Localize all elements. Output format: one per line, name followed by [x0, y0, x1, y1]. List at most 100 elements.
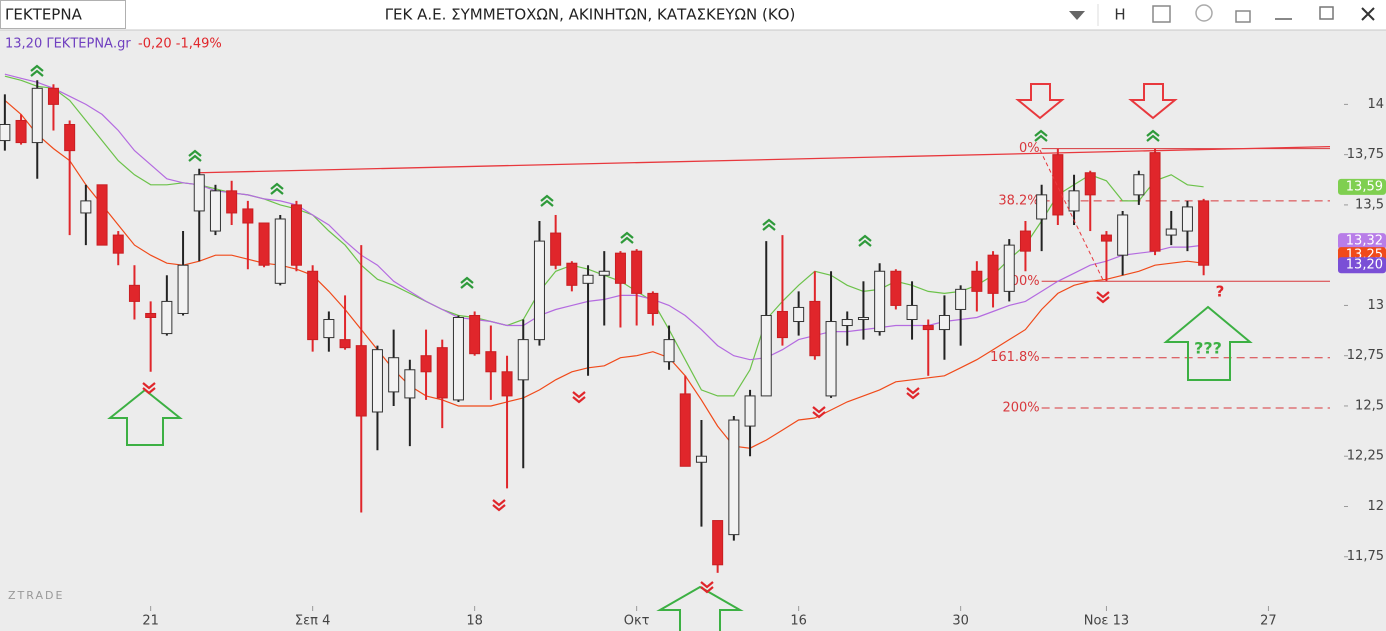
toolbar-h[interactable]: H: [1114, 6, 1125, 24]
candle-body: [420, 355, 432, 373]
candle-body: [695, 455, 707, 463]
candle-body: [1003, 244, 1015, 292]
up-arrow: [107, 388, 183, 446]
candle-body: [209, 190, 221, 232]
candle-body: [371, 349, 383, 413]
down-arrow: [1015, 83, 1065, 120]
candle-body: [274, 218, 286, 284]
candle-body: [566, 262, 578, 286]
x-tick-label: 27: [1260, 614, 1277, 629]
ma-line: [4, 99, 1204, 449]
y-tick-label: 12,25: [1347, 449, 1384, 464]
candle-body: [631, 250, 643, 294]
candle-body: [938, 314, 950, 331]
close-icon[interactable]: [1361, 7, 1375, 21]
lock-icon[interactable]: [1235, 10, 1251, 23]
fib-label: 161.8%: [990, 350, 1040, 365]
y-tick-label: 14: [1367, 97, 1384, 112]
restore-icon[interactable]: [1319, 6, 1334, 20]
candle-body: [307, 270, 319, 341]
candle-body: [1019, 230, 1031, 252]
candle-body: [760, 314, 772, 397]
candle-body: [582, 274, 594, 284]
x-tick-label: Σεπ 4: [295, 614, 330, 629]
candle-body: [1084, 172, 1096, 196]
quote-change: -0,20 -1,49%: [138, 37, 222, 52]
candle-body: [469, 314, 481, 355]
candle-body: [841, 319, 853, 327]
price-badge-label: 13,59: [1346, 179, 1383, 194]
candle-body: [242, 208, 254, 224]
candle-body: [80, 200, 92, 214]
candle-body: [874, 270, 886, 333]
candle-body: [987, 254, 999, 294]
candle-body: [922, 325, 934, 331]
candle-body: [388, 357, 400, 393]
candle-body: [0, 123, 11, 142]
candle-body: [1100, 234, 1112, 242]
candle-body: [971, 270, 983, 292]
candle-body: [550, 232, 562, 266]
candle-body: [825, 321, 837, 397]
fib-label: 0%: [1019, 141, 1040, 156]
candle-body: [161, 300, 173, 335]
candle-body: [598, 270, 610, 276]
price-badge: [1338, 178, 1386, 195]
candle-body: [955, 288, 967, 310]
quote-icon[interactable]: [1195, 4, 1213, 22]
candle-body: [355, 345, 367, 417]
candle-body: [614, 252, 626, 284]
price-badge: [1338, 233, 1386, 250]
window-icon[interactable]: [1152, 5, 1171, 23]
candle-body: [1165, 228, 1177, 236]
candle-body: [744, 395, 756, 427]
candle-body: [517, 339, 529, 381]
x-tick-label: 30: [952, 614, 969, 629]
candle-body: [452, 317, 464, 401]
fractal-down: [142, 291, 1110, 594]
candle-body: [776, 310, 788, 339]
candle-body: [679, 393, 691, 467]
trendline: [199, 145, 1331, 174]
dropdown-icon[interactable]: [1069, 11, 1085, 20]
candle-body: [1181, 206, 1193, 232]
symbol: ΓΕΚΤΕΡΝΑ: [5, 6, 83, 24]
candle-body: [47, 87, 59, 105]
price-badge-label: 13,32: [1346, 234, 1383, 249]
down-arrow: [1128, 83, 1178, 120]
candle-body: [1133, 174, 1145, 196]
candle-body: [226, 190, 238, 214]
candle-body: [906, 304, 918, 321]
candle-body: [1052, 154, 1064, 216]
candle-body: [485, 351, 497, 373]
company-title: ΓΕΚ Α.Ε. ΣΥΜΜΕΤΟΧΩΝ, ΑΚΙΝΗΤΩΝ, ΚΑΤΑΣΚΕΥΩ…: [385, 6, 796, 24]
annotation: ?: [1216, 283, 1225, 301]
up-arrow: [656, 585, 744, 631]
candle-body: [712, 520, 724, 566]
candle-body: [31, 87, 43, 144]
x-tick-label: 18: [466, 614, 483, 629]
watermark: ZTRADE: [8, 589, 64, 602]
y-tick-label: 12,75: [1347, 348, 1384, 363]
candle-body: [809, 300, 821, 357]
candle-body: [112, 234, 124, 254]
candle-body: [857, 317, 869, 321]
candle-body: [1036, 194, 1048, 220]
y-tick-label: 13,75: [1347, 147, 1384, 162]
y-tick-label: 11,75: [1347, 549, 1384, 564]
x-tick-label: Οκτ: [624, 614, 650, 629]
symbol-input[interactable]: [0, 0, 126, 29]
candle-body: [436, 347, 448, 399]
y-tick-label: 13,5: [1355, 197, 1384, 212]
candle-body: [15, 119, 27, 144]
candle-body: [890, 270, 902, 306]
candle-body: [323, 319, 335, 339]
candle-body: [290, 204, 302, 266]
price-badge: [1338, 257, 1386, 274]
annotation: ???: [1194, 339, 1222, 358]
candle-body: [1117, 214, 1129, 256]
candle-body: [663, 339, 675, 363]
x-tick-label: 16: [790, 614, 807, 629]
swing-line: [1039, 149, 1104, 281]
